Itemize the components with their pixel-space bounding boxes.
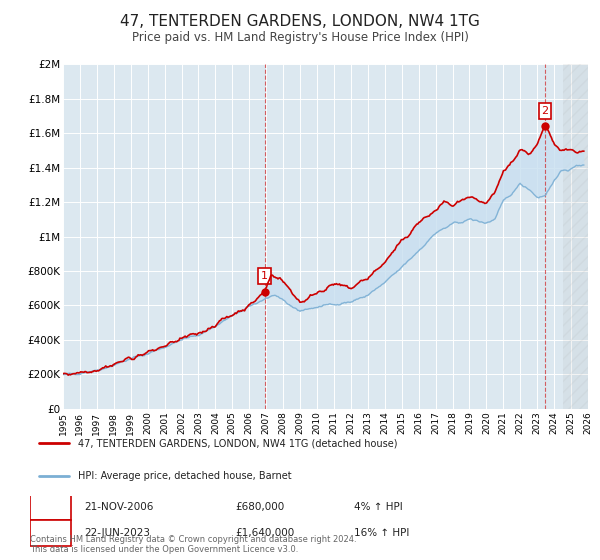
Text: HPI: Average price, detached house, Barnet: HPI: Average price, detached house, Barn… — [77, 471, 291, 481]
Text: 4% ↑ HPI: 4% ↑ HPI — [354, 502, 403, 512]
FancyBboxPatch shape — [30, 520, 71, 546]
Text: £1,640,000: £1,640,000 — [235, 528, 295, 538]
Text: 47, TENTERDEN GARDENS, LONDON, NW4 1TG: 47, TENTERDEN GARDENS, LONDON, NW4 1TG — [120, 14, 480, 29]
Text: 1: 1 — [261, 271, 268, 281]
Text: 1: 1 — [47, 502, 54, 512]
Text: 2: 2 — [542, 106, 549, 116]
Text: £680,000: £680,000 — [235, 502, 284, 512]
Text: Price paid vs. HM Land Registry's House Price Index (HPI): Price paid vs. HM Land Registry's House … — [131, 31, 469, 44]
FancyBboxPatch shape — [30, 494, 71, 520]
Text: 22-JUN-2023: 22-JUN-2023 — [84, 528, 150, 538]
Text: Contains HM Land Registry data © Crown copyright and database right 2024.
This d: Contains HM Land Registry data © Crown c… — [30, 535, 356, 554]
Text: 16% ↑ HPI: 16% ↑ HPI — [354, 528, 409, 538]
Text: 47, TENTERDEN GARDENS, LONDON, NW4 1TG (detached house): 47, TENTERDEN GARDENS, LONDON, NW4 1TG (… — [77, 438, 397, 448]
Bar — [563, 64, 588, 409]
Text: 2: 2 — [47, 528, 54, 538]
Text: 21-NOV-2006: 21-NOV-2006 — [84, 502, 154, 512]
